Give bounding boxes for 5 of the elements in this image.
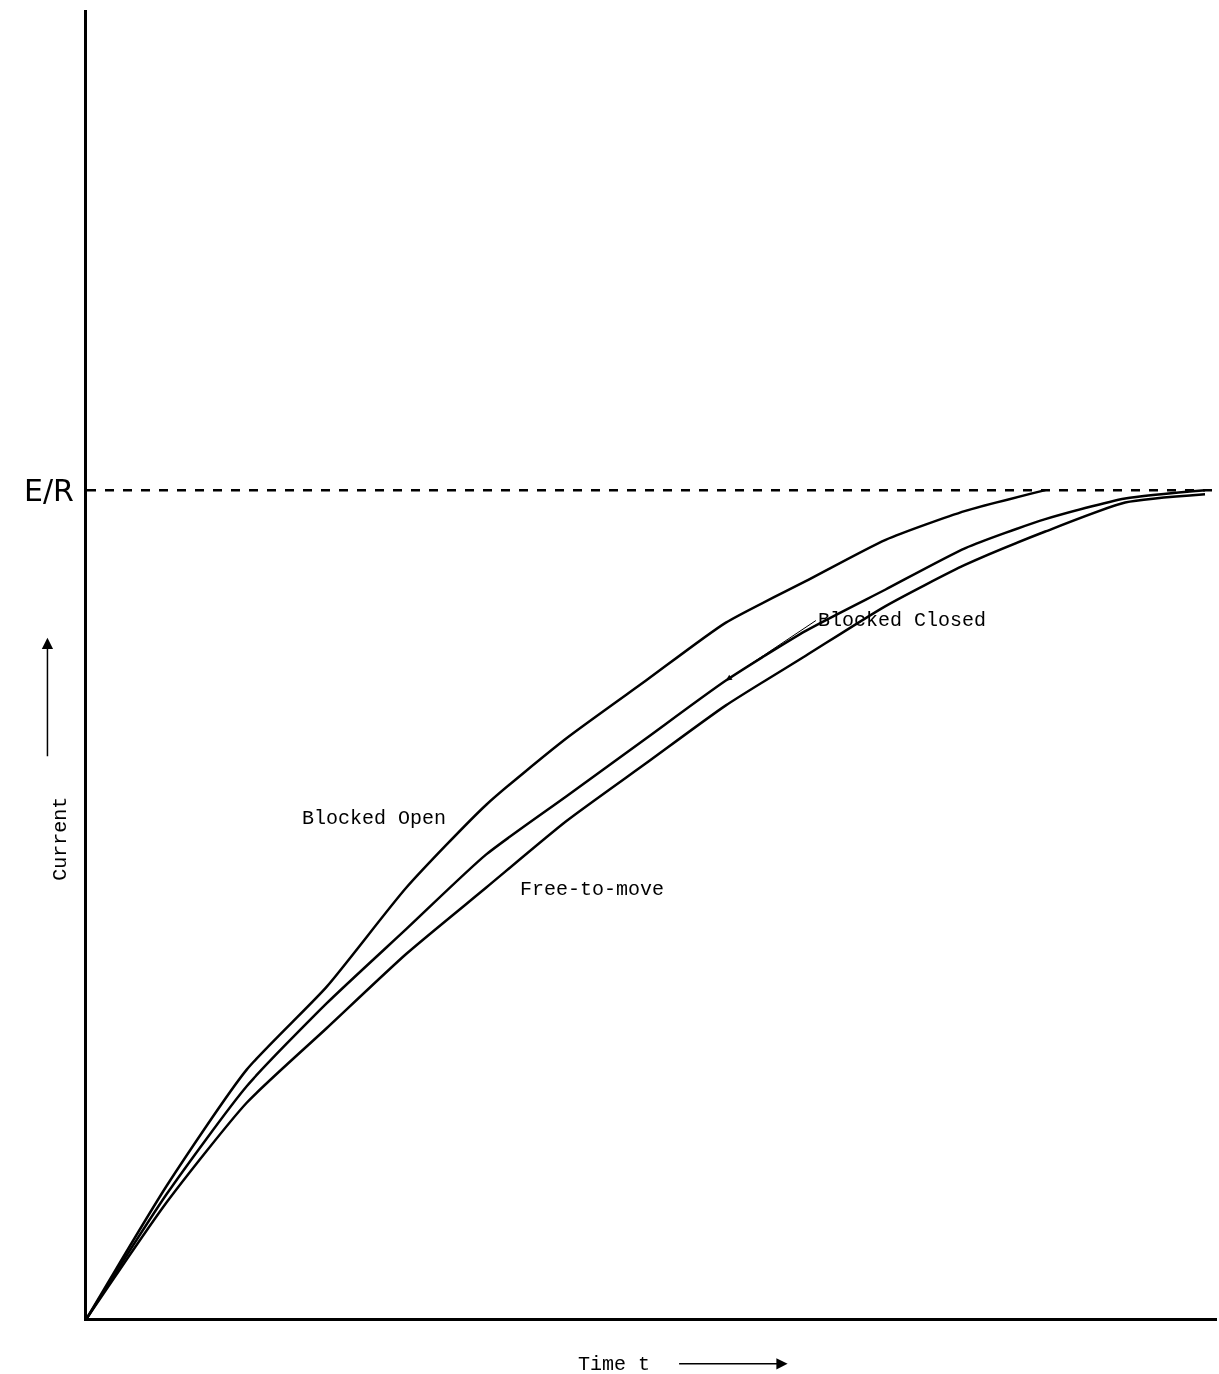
series-label: Free-to-move (520, 878, 665, 901)
series-label: Blocked Open (302, 807, 447, 830)
ref-line-label: E/R (24, 473, 74, 508)
y-axis-title: Current (49, 796, 73, 881)
x-axis-title: Time t (578, 1353, 651, 1374)
